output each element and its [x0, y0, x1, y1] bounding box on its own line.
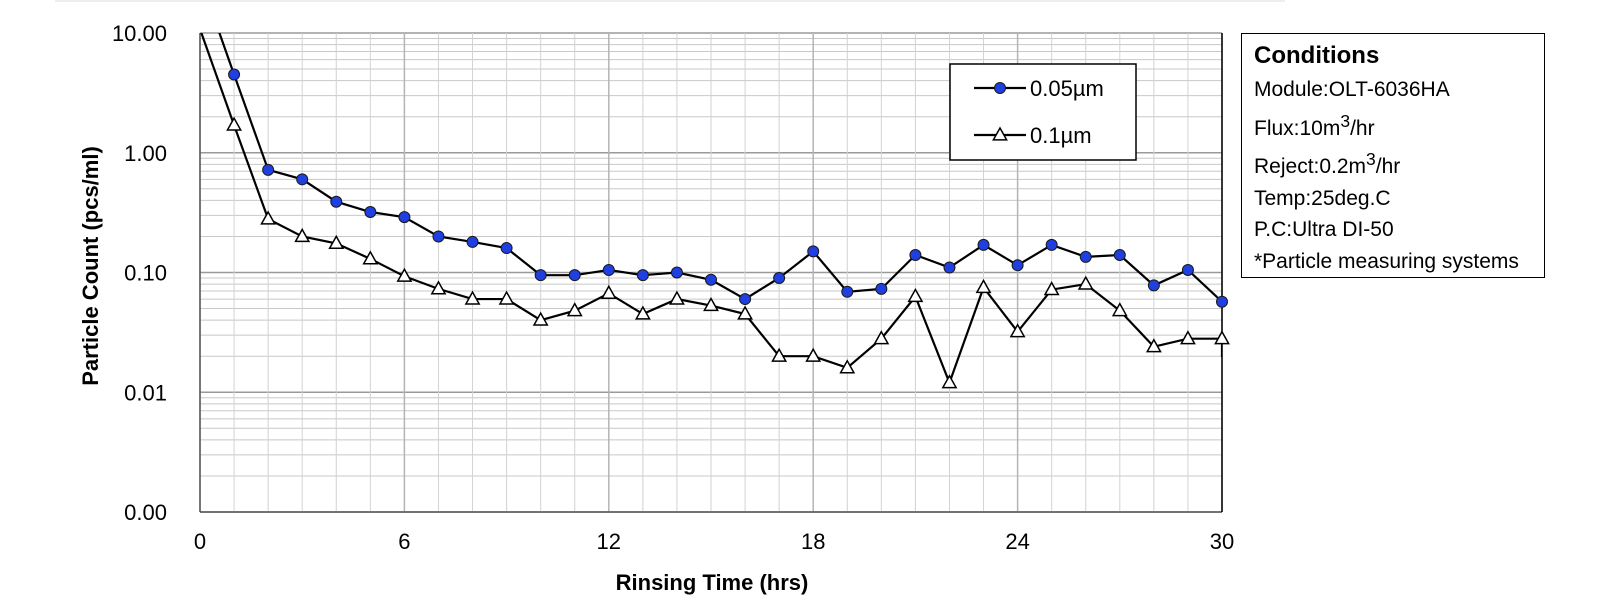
data-point-circle	[1181, 263, 1194, 276]
data-point-circle	[1147, 279, 1160, 292]
data-point-circle	[909, 249, 922, 262]
y-tick-label: 0.10	[124, 261, 167, 286]
data-point-triangle	[1077, 275, 1094, 290]
data-point-triangle	[260, 210, 277, 225]
legend-box	[949, 63, 1137, 161]
data-point-circle	[364, 206, 377, 219]
legend: 0.05µm 0.1µm	[949, 63, 1137, 161]
reject-suffix: /hr	[1375, 155, 1401, 178]
data-point-circle	[466, 235, 479, 248]
x-tick-label: 0	[194, 529, 206, 554]
data-point-circle	[398, 211, 411, 224]
data-point-circle	[1113, 249, 1126, 262]
data-point-triangle	[1180, 330, 1196, 345]
data-point-triangle	[873, 330, 890, 345]
x-tick-label: 30	[1210, 529, 1234, 554]
data-point-triangle	[498, 290, 515, 305]
y-tick-label: 0.01	[124, 380, 167, 405]
data-point-circle	[296, 173, 309, 186]
data-point-triangle	[430, 280, 447, 295]
flux-suffix: /hr	[1350, 116, 1375, 140]
data-point-triangle	[941, 374, 958, 389]
data-point-triangle	[634, 305, 651, 320]
data-point-triangle	[805, 347, 822, 362]
y-tick-label: 0.00	[124, 500, 167, 525]
data-point-circle	[773, 271, 786, 284]
series-triangle	[200, 33, 1230, 389]
y-tick-label: 10.00	[112, 21, 167, 46]
data-point-triangle	[669, 290, 685, 305]
data-point-circle	[739, 293, 752, 306]
data-point-circle	[262, 163, 275, 176]
data-point-circle	[500, 242, 513, 255]
data-point-circle	[875, 282, 888, 295]
y-tick-label: 1.00	[124, 141, 167, 166]
data-point-circle	[1079, 250, 1092, 263]
conditions-temp: Temp:25deg.C	[1254, 186, 1391, 210]
data-point-circle	[636, 269, 649, 282]
x-axis-title: Rinsing Time (hrs)	[616, 570, 809, 595]
data-point-triangle	[737, 305, 753, 320]
y-axis-title: Particle Count (pcs/ml)	[78, 146, 103, 386]
axes: 0.00 0.01 0.10 1.00 10.00 0 6 12 18 24 30	[112, 21, 1234, 554]
data-point-triangle	[1009, 323, 1026, 338]
data-point-circle	[705, 273, 717, 286]
data-point-circle	[1216, 295, 1228, 308]
reject-exponent: 3	[1366, 149, 1376, 169]
x-tick-label: 6	[398, 529, 410, 554]
conditions-flux: Flux:10m3/hr	[1254, 106, 1532, 145]
data-point-triangle	[294, 227, 311, 243]
data-point-triangle	[1145, 338, 1162, 353]
data-point-circle	[1045, 238, 1058, 251]
data-point-circle	[977, 238, 990, 251]
data-point-circle	[602, 263, 615, 276]
data-point-triangle	[1043, 281, 1060, 296]
reject-prefix: Reject:0.2m	[1254, 155, 1367, 178]
data-point-circle	[432, 230, 445, 243]
data-point-triangle	[396, 267, 413, 282]
x-tick-label: 18	[801, 529, 825, 554]
series-circle	[218, 33, 1228, 308]
data-point-triangle	[464, 290, 481, 305]
x-tick-label: 24	[1005, 529, 1029, 554]
data-point-circle	[568, 269, 581, 282]
data-point-triangle	[328, 234, 345, 250]
flux-prefix: Flux:10m	[1254, 116, 1341, 140]
data-point-circle	[1011, 259, 1024, 272]
data-point-triangle	[1214, 330, 1230, 345]
data-point-circle	[841, 285, 854, 298]
data-point-circle	[943, 261, 956, 274]
series-group	[200, 33, 1230, 389]
data-point-triangle	[907, 287, 924, 303]
data-point-circle	[330, 195, 343, 208]
data-point-circle	[534, 269, 547, 282]
data-point-triangle	[839, 359, 856, 374]
data-point-triangle	[362, 250, 379, 265]
legend-marker-circle	[994, 82, 1006, 94]
data-point-triangle	[703, 296, 719, 312]
data-point-circle	[228, 68, 241, 81]
legend-marker-triangle	[992, 126, 1008, 141]
data-point-triangle	[566, 302, 583, 317]
conditions-module: Module:OLT-6036HA	[1254, 78, 1450, 101]
legend-label: 0.05µm	[1030, 76, 1104, 101]
data-point-triangle	[1111, 302, 1128, 317]
conditions-pc: P.C:Ultra DI-50	[1254, 218, 1394, 241]
x-tick-label: 12	[597, 529, 621, 554]
conditions-title: Conditions	[1254, 42, 1380, 69]
top-divider	[55, 0, 1285, 2]
flux-exponent: 3	[1340, 110, 1351, 131]
data-point-triangle	[532, 311, 549, 326]
conditions-note: *Particle measuring systems	[1254, 249, 1519, 273]
legend-label: 0.1µm	[1030, 123, 1092, 148]
data-point-triangle	[771, 347, 788, 362]
data-point-circle	[807, 245, 820, 258]
data-point-circle	[670, 266, 683, 279]
data-point-triangle	[600, 284, 617, 299]
data-point-triangle	[975, 278, 992, 294]
data-point-triangle	[226, 116, 242, 131]
conditions-reject: Reject:0.2m3/hr	[1254, 144, 1532, 183]
conditions-panel: Conditions Module:OLT-6036HA Flux:10m3/h…	[1241, 33, 1545, 278]
